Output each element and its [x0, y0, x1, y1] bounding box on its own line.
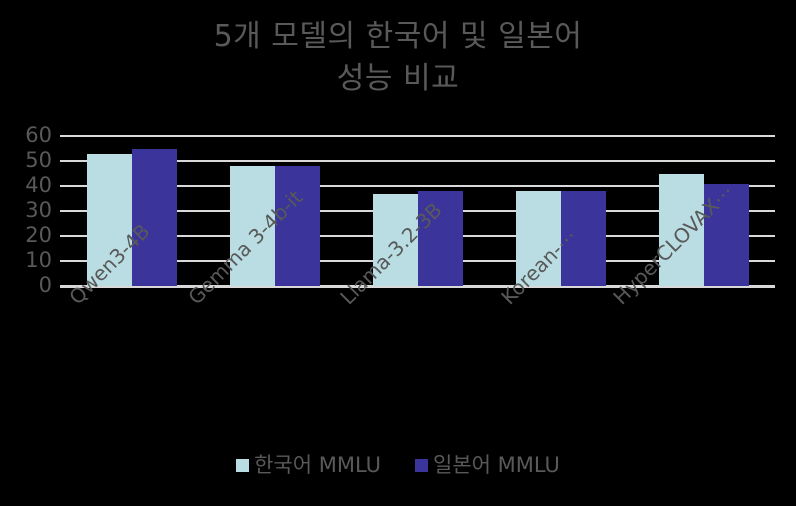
legend-label: 일본어 MMLU [433, 453, 560, 477]
y-axis-tick-label: 10 [25, 248, 52, 272]
legend-item-korean[interactable]: 한국어 MMLU [236, 455, 381, 476]
chart-title-line-2: 성능 비교 [336, 61, 460, 96]
y-axis-tick-label: 0 [38, 273, 52, 297]
y-axis-tick-label: 60 [25, 123, 52, 147]
gridline [60, 135, 775, 137]
bar-japanese [131, 148, 177, 286]
bar-korean [515, 191, 561, 286]
y-axis-tick-label: 50 [25, 148, 52, 172]
bar-korean [372, 193, 418, 286]
plot-area [60, 135, 775, 288]
bar-korean [86, 153, 132, 286]
y-axis-tick-label: 30 [25, 198, 52, 222]
legend-label: 한국어 MMLU [254, 453, 381, 477]
bar-japanese [703, 183, 749, 286]
y-axis-tick-label: 40 [25, 173, 52, 197]
x-axis-line [60, 285, 775, 288]
legend-swatch-icon [236, 459, 250, 472]
y-axis-tick-label: 20 [25, 223, 52, 247]
legend-swatch-icon [415, 459, 428, 472]
legend-item-japanese[interactable]: 일본어 MMLU [415, 455, 560, 476]
gridline [60, 185, 775, 187]
gridline [60, 160, 775, 162]
bar-japanese [560, 191, 606, 286]
bar-japanese [274, 166, 320, 286]
bar-korean [658, 173, 704, 286]
x-axis-labels: Qwen3-4B Gemma 3-4b-it Llama-3.2-3B Korean-… [0, 179, 796, 414]
chart-legend: 한국어 MMLU 일본어 MMLU [0, 455, 796, 476]
bar-japanese [417, 191, 463, 286]
bar-korean [229, 166, 275, 286]
chart-title-line-1: 5개 모델의 한국어 및 일본어 [213, 19, 583, 54]
